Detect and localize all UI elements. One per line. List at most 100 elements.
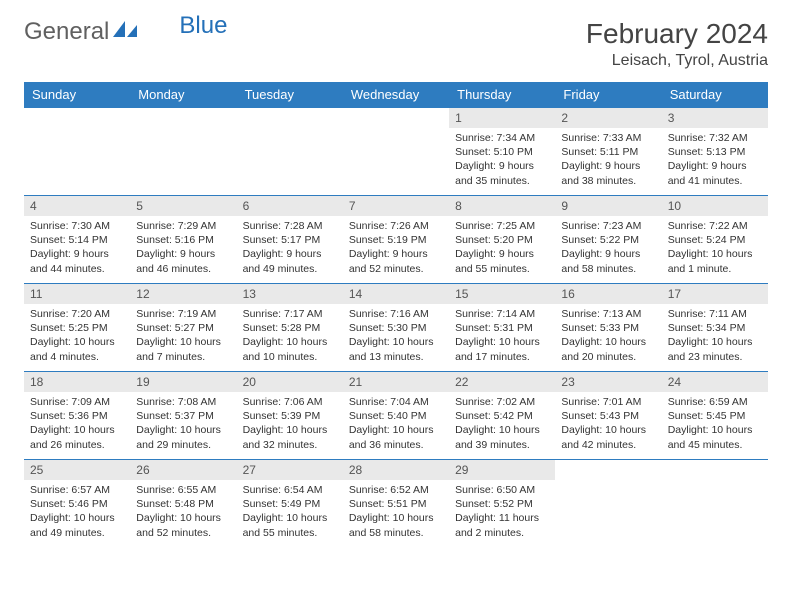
calendar-day-cell: 11Sunrise: 7:20 AMSunset: 5:25 PMDayligh… <box>24 284 130 372</box>
day-number: 25 <box>24 460 130 480</box>
calendar-day-cell: 7Sunrise: 7:26 AMSunset: 5:19 PMDaylight… <box>343 196 449 284</box>
day-details: Sunrise: 7:25 AMSunset: 5:20 PMDaylight:… <box>449 216 555 280</box>
day-number: 27 <box>237 460 343 480</box>
day-details: Sunrise: 6:55 AMSunset: 5:48 PMDaylight:… <box>130 480 236 544</box>
calendar-day-cell: 26Sunrise: 6:55 AMSunset: 5:48 PMDayligh… <box>130 460 236 548</box>
calendar-day-cell: 27Sunrise: 6:54 AMSunset: 5:49 PMDayligh… <box>237 460 343 548</box>
title-block: February 2024 Leisach, Tyrol, Austria <box>586 18 768 70</box>
calendar-day-cell <box>662 460 768 548</box>
calendar-day-cell: 8Sunrise: 7:25 AMSunset: 5:20 PMDaylight… <box>449 196 555 284</box>
day-number: 5 <box>130 196 236 216</box>
weekday-header: Tuesday <box>237 82 343 108</box>
day-details: Sunrise: 7:16 AMSunset: 5:30 PMDaylight:… <box>343 304 449 368</box>
calendar-day-cell: 23Sunrise: 7:01 AMSunset: 5:43 PMDayligh… <box>555 372 661 460</box>
weekday-header: Thursday <box>449 82 555 108</box>
calendar-day-cell: 14Sunrise: 7:16 AMSunset: 5:30 PMDayligh… <box>343 284 449 372</box>
weekday-header: Sunday <box>24 82 130 108</box>
day-details: Sunrise: 7:19 AMSunset: 5:27 PMDaylight:… <box>130 304 236 368</box>
calendar-day-cell: 6Sunrise: 7:28 AMSunset: 5:17 PMDaylight… <box>237 196 343 284</box>
calendar-day-cell: 19Sunrise: 7:08 AMSunset: 5:37 PMDayligh… <box>130 372 236 460</box>
day-number: 19 <box>130 372 236 392</box>
day-number: 10 <box>662 196 768 216</box>
calendar-day-cell: 1Sunrise: 7:34 AMSunset: 5:10 PMDaylight… <box>449 108 555 196</box>
calendar-day-cell: 5Sunrise: 7:29 AMSunset: 5:16 PMDaylight… <box>130 196 236 284</box>
calendar-week-row: 18Sunrise: 7:09 AMSunset: 5:36 PMDayligh… <box>24 372 768 460</box>
day-details: Sunrise: 7:28 AMSunset: 5:17 PMDaylight:… <box>237 216 343 280</box>
weekday-header: Wednesday <box>343 82 449 108</box>
day-number: 29 <box>449 460 555 480</box>
calendar-day-cell: 16Sunrise: 7:13 AMSunset: 5:33 PMDayligh… <box>555 284 661 372</box>
calendar-day-cell: 10Sunrise: 7:22 AMSunset: 5:24 PMDayligh… <box>662 196 768 284</box>
day-number: 17 <box>662 284 768 304</box>
calendar-day-cell: 20Sunrise: 7:06 AMSunset: 5:39 PMDayligh… <box>237 372 343 460</box>
day-details: Sunrise: 7:30 AMSunset: 5:14 PMDaylight:… <box>24 216 130 280</box>
day-number: 12 <box>130 284 236 304</box>
day-number: 21 <box>343 372 449 392</box>
weekday-header: Monday <box>130 82 236 108</box>
brand-logo: General Blue <box>24 18 227 46</box>
month-title: February 2024 <box>586 18 768 50</box>
day-number: 26 <box>130 460 236 480</box>
calendar-day-cell: 18Sunrise: 7:09 AMSunset: 5:36 PMDayligh… <box>24 372 130 460</box>
weekday-header: Saturday <box>662 82 768 108</box>
calendar-day-cell: 29Sunrise: 6:50 AMSunset: 5:52 PMDayligh… <box>449 460 555 548</box>
day-details: Sunrise: 6:50 AMSunset: 5:52 PMDaylight:… <box>449 480 555 544</box>
calendar-day-cell: 9Sunrise: 7:23 AMSunset: 5:22 PMDaylight… <box>555 196 661 284</box>
day-details: Sunrise: 6:52 AMSunset: 5:51 PMDaylight:… <box>343 480 449 544</box>
day-number: 15 <box>449 284 555 304</box>
day-number: 3 <box>662 108 768 128</box>
day-details: Sunrise: 7:04 AMSunset: 5:40 PMDaylight:… <box>343 392 449 456</box>
day-details: Sunrise: 7:33 AMSunset: 5:11 PMDaylight:… <box>555 128 661 192</box>
day-number: 20 <box>237 372 343 392</box>
calendar-day-cell <box>24 108 130 196</box>
day-number: 22 <box>449 372 555 392</box>
calendar-day-cell: 2Sunrise: 7:33 AMSunset: 5:11 PMDaylight… <box>555 108 661 196</box>
day-details: Sunrise: 7:13 AMSunset: 5:33 PMDaylight:… <box>555 304 661 368</box>
calendar-day-cell: 24Sunrise: 6:59 AMSunset: 5:45 PMDayligh… <box>662 372 768 460</box>
day-details: Sunrise: 7:23 AMSunset: 5:22 PMDaylight:… <box>555 216 661 280</box>
calendar-table: Sunday Monday Tuesday Wednesday Thursday… <box>24 82 768 548</box>
day-details <box>662 466 768 473</box>
day-number: 6 <box>237 196 343 216</box>
calendar-day-cell <box>555 460 661 548</box>
calendar-day-cell: 12Sunrise: 7:19 AMSunset: 5:27 PMDayligh… <box>130 284 236 372</box>
calendar-day-cell: 15Sunrise: 7:14 AMSunset: 5:31 PMDayligh… <box>449 284 555 372</box>
calendar-day-cell <box>343 108 449 196</box>
day-details: Sunrise: 7:11 AMSunset: 5:34 PMDaylight:… <box>662 304 768 368</box>
day-details: Sunrise: 7:20 AMSunset: 5:25 PMDaylight:… <box>24 304 130 368</box>
day-details: Sunrise: 6:54 AMSunset: 5:49 PMDaylight:… <box>237 480 343 544</box>
calendar-day-cell <box>237 108 343 196</box>
day-details: Sunrise: 7:32 AMSunset: 5:13 PMDaylight:… <box>662 128 768 192</box>
calendar-week-row: 4Sunrise: 7:30 AMSunset: 5:14 PMDaylight… <box>24 196 768 284</box>
day-details <box>343 114 449 121</box>
sail-icon <box>113 18 139 46</box>
day-details <box>130 114 236 121</box>
day-details: Sunrise: 7:01 AMSunset: 5:43 PMDaylight:… <box>555 392 661 456</box>
day-details <box>24 114 130 121</box>
day-details: Sunrise: 7:14 AMSunset: 5:31 PMDaylight:… <box>449 304 555 368</box>
day-number: 1 <box>449 108 555 128</box>
calendar-day-cell: 4Sunrise: 7:30 AMSunset: 5:14 PMDaylight… <box>24 196 130 284</box>
calendar-day-cell: 21Sunrise: 7:04 AMSunset: 5:40 PMDayligh… <box>343 372 449 460</box>
location: Leisach, Tyrol, Austria <box>586 52 768 70</box>
day-details: Sunrise: 7:02 AMSunset: 5:42 PMDaylight:… <box>449 392 555 456</box>
day-details: Sunrise: 6:59 AMSunset: 5:45 PMDaylight:… <box>662 392 768 456</box>
day-details: Sunrise: 7:34 AMSunset: 5:10 PMDaylight:… <box>449 128 555 192</box>
day-number: 8 <box>449 196 555 216</box>
day-number: 18 <box>24 372 130 392</box>
calendar-day-cell: 3Sunrise: 7:32 AMSunset: 5:13 PMDaylight… <box>662 108 768 196</box>
day-details: Sunrise: 7:08 AMSunset: 5:37 PMDaylight:… <box>130 392 236 456</box>
day-details <box>555 466 661 473</box>
day-details: Sunrise: 6:57 AMSunset: 5:46 PMDaylight:… <box>24 480 130 544</box>
day-number: 4 <box>24 196 130 216</box>
day-number: 2 <box>555 108 661 128</box>
day-number: 28 <box>343 460 449 480</box>
calendar-day-cell <box>130 108 236 196</box>
calendar-week-row: 25Sunrise: 6:57 AMSunset: 5:46 PMDayligh… <box>24 460 768 548</box>
day-details: Sunrise: 7:06 AMSunset: 5:39 PMDaylight:… <box>237 392 343 456</box>
day-number: 24 <box>662 372 768 392</box>
calendar-day-cell: 22Sunrise: 7:02 AMSunset: 5:42 PMDayligh… <box>449 372 555 460</box>
day-number: 16 <box>555 284 661 304</box>
header: General Blue February 2024 Leisach, Tyro… <box>24 18 768 70</box>
day-details: Sunrise: 7:26 AMSunset: 5:19 PMDaylight:… <box>343 216 449 280</box>
